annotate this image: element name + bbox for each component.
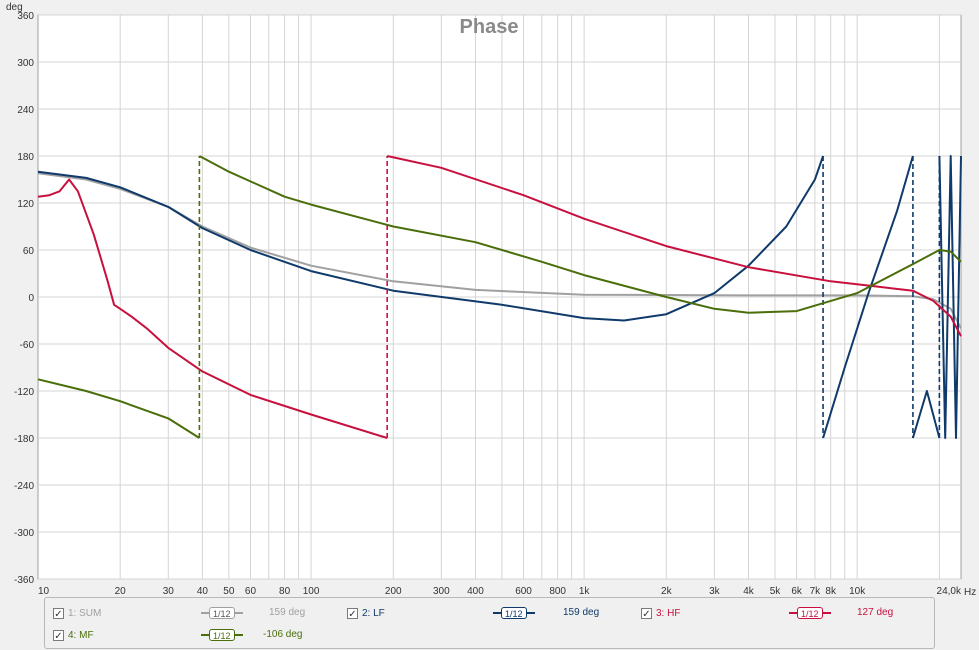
sum-smoothing-control[interactable]: 1/12 (201, 606, 243, 620)
series-line-lf (37, 155, 825, 322)
mf-label: 4: MF (68, 629, 94, 641)
x-tick-label: 40 (197, 586, 209, 597)
x-tick-label: 80 (279, 586, 291, 597)
y-tick-label: -180 (14, 434, 34, 445)
legend-item-mf[interactable]: ✓ 4: MF (53, 627, 94, 643)
mf-smoothing: 1/12 (209, 629, 235, 641)
x-tick-label: 100 (303, 586, 320, 597)
lf-smoothing: 1/12 (501, 607, 527, 619)
y-axis-label: deg (6, 2, 23, 13)
x-tick-label: 5k (770, 586, 782, 597)
series-line-hf (386, 155, 962, 337)
lf-value: 159 deg (563, 607, 600, 618)
x-tick-label: 300 (433, 586, 450, 597)
y-tick-label: -300 (14, 528, 34, 539)
x-tick-label: 50 (223, 586, 235, 597)
mf-smoothing-control[interactable]: 1/12 (201, 628, 243, 642)
series-line-lf (911, 390, 941, 439)
y-tick-label: -240 (14, 481, 34, 492)
lf-label: 2: LF (362, 607, 385, 619)
legend-item-sum[interactable]: ✓ 1: SUM (53, 605, 101, 621)
hf-smoothing-control[interactable]: 1/12 (789, 606, 831, 620)
sum-smoothing: 1/12 (209, 607, 235, 619)
x-tick-label: 10k (849, 586, 866, 597)
x-tick-label: 8k (825, 586, 837, 597)
x-tick-label: 1k (579, 586, 591, 597)
axis-ticks: 360300240180120600-60-120-180-240-300-36… (14, 11, 962, 597)
series-line-lf (938, 155, 962, 439)
x-axis-unit: Hz (964, 587, 976, 597)
y-tick-label: 180 (17, 152, 34, 163)
y-tick-label: 60 (23, 246, 35, 257)
hf-checkbox[interactable]: ✓ (641, 607, 652, 620)
y-tick-label: 240 (17, 105, 34, 116)
x-tick-label: 800 (549, 586, 566, 597)
x-tick-label: 7k (810, 586, 822, 597)
phase-chart: 360300240180120600-60-120-180-240-300-36… (6, 2, 976, 597)
series-lines (37, 155, 962, 439)
hf-label: 3: HF (656, 607, 681, 619)
x-tick-label: 400 (467, 586, 484, 597)
y-tick-label: 300 (17, 58, 34, 69)
y-tick-label: -360 (14, 575, 34, 586)
hf-smoothing: 1/12 (797, 607, 823, 619)
x-tick-label: 30 (163, 586, 175, 597)
legend-item-lf[interactable]: ✓ 2: LF (347, 605, 385, 621)
legend-item-hf[interactable]: ✓ 3: HF (641, 605, 680, 621)
y-tick-label: 120 (17, 199, 34, 210)
x-tick-label: 60 (245, 586, 257, 597)
x-tick-label: 3k (709, 586, 721, 597)
series-line-mf (37, 378, 200, 439)
sum-checkbox[interactable]: ✓ (53, 607, 64, 620)
series-line-hf (37, 178, 388, 439)
x-tick-label: 200 (385, 586, 402, 597)
series-line-lf (822, 155, 914, 439)
x-tick-label: 2k (661, 586, 673, 597)
y-tick-label: -60 (20, 340, 35, 351)
legend: ✓ 1: SUM 1/12 159 deg ✓ 2: LF 1/12 159 d… (44, 597, 935, 649)
x-tick-label: 20 (115, 586, 127, 597)
lf-smoothing-control[interactable]: 1/12 (493, 606, 535, 620)
x-tick-label: 6k (791, 586, 803, 597)
series-line-mf (198, 155, 962, 314)
sum-value: 159 deg (269, 607, 306, 618)
sum-label: 1: SUM (68, 607, 102, 619)
x-tick-label: 24,0k (937, 586, 962, 597)
y-tick-label: -120 (14, 387, 34, 398)
y-tick-label: 360 (17, 11, 34, 22)
lf-checkbox[interactable]: ✓ (347, 607, 358, 620)
mf-value: -106 deg (263, 629, 303, 640)
x-tick-label: 600 (515, 586, 532, 597)
chart-title: Phase (460, 16, 519, 38)
x-tick-label: 10 (38, 586, 50, 597)
y-tick-label: 0 (28, 293, 34, 304)
hf-value: 127 deg (857, 607, 894, 618)
x-tick-label: 4k (743, 586, 755, 597)
mf-checkbox[interactable]: ✓ (53, 629, 64, 642)
